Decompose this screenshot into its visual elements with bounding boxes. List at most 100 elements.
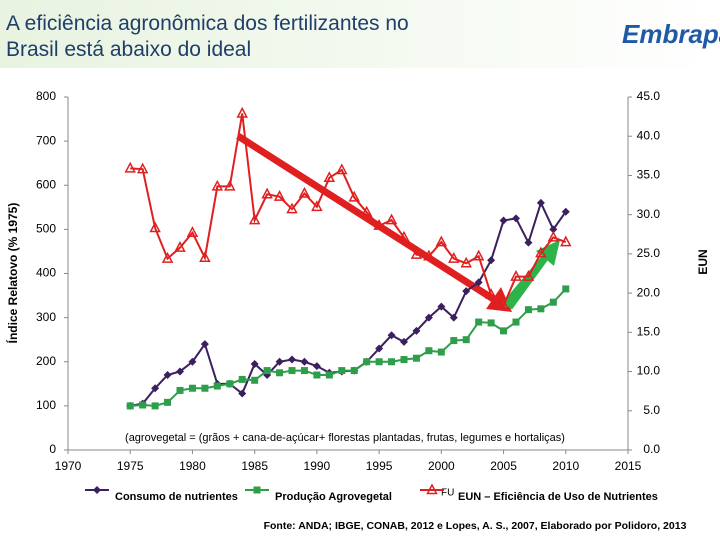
point — [424, 313, 433, 322]
point — [500, 327, 508, 335]
point — [435, 235, 448, 247]
point — [126, 402, 134, 410]
y-tick-label: 400 — [36, 266, 56, 280]
x-tick-label: 1975 — [117, 459, 144, 473]
point — [437, 302, 446, 311]
point — [300, 367, 308, 375]
point — [535, 246, 547, 258]
point — [549, 298, 557, 306]
y-tick-label: 700 — [36, 133, 56, 147]
legend-label: Consumo de nutrientes — [115, 491, 238, 503]
point — [311, 200, 323, 212]
point — [188, 384, 196, 392]
point — [426, 483, 438, 495]
title-line: Brasil está abaixo do ideal — [6, 38, 251, 61]
annotation: (agrovegetal = (grãos + cana-de-açúcar+ … — [125, 432, 565, 444]
y2-tick-label: 10.0 — [637, 364, 661, 378]
y-tick-label: 0 — [49, 442, 56, 456]
point — [350, 367, 358, 375]
point — [312, 362, 321, 371]
y2-tick-label: 20.0 — [637, 285, 661, 299]
source: Fonte: ANDA; IBGE, CONAB, 2012 e Lopes, … — [264, 520, 687, 532]
point — [400, 337, 408, 346]
y2-tick-label: 45.0 — [637, 89, 661, 103]
point — [188, 357, 197, 366]
point — [348, 190, 360, 202]
point — [238, 389, 247, 398]
point — [325, 371, 333, 379]
point — [400, 356, 408, 364]
y-tick-label: 200 — [36, 354, 56, 368]
point — [562, 285, 570, 293]
y-tick-label: 800 — [36, 89, 56, 103]
point — [238, 375, 246, 383]
point — [549, 225, 558, 234]
y2-tick-label: 25.0 — [637, 246, 661, 260]
point — [338, 367, 346, 375]
point — [273, 190, 286, 201]
point — [512, 318, 520, 326]
point — [288, 367, 296, 375]
point — [536, 198, 545, 207]
point — [385, 213, 398, 225]
title-line: A eficiência agronômica dos fertilizante… — [6, 12, 409, 35]
point — [475, 318, 483, 326]
x-tick-label: 2000 — [428, 459, 455, 473]
point — [487, 256, 496, 265]
point — [136, 162, 149, 174]
x-tick-label: 1985 — [241, 459, 268, 473]
point — [323, 171, 336, 183]
x-tick-label: 2015 — [615, 459, 642, 473]
point — [388, 358, 396, 366]
point — [300, 357, 309, 366]
point — [276, 369, 284, 377]
point — [263, 367, 271, 375]
x-tick-label: 1980 — [179, 459, 206, 473]
point — [186, 226, 199, 237]
y-tick-label: 500 — [36, 222, 56, 236]
series-line — [130, 113, 567, 308]
point — [199, 251, 211, 263]
point — [176, 367, 184, 376]
legend-label: Produção Agrovegetal — [275, 491, 392, 503]
point — [497, 299, 510, 310]
point — [151, 402, 159, 410]
point — [151, 384, 160, 393]
point — [460, 256, 472, 268]
y2-tick-label: 30.0 — [637, 207, 661, 221]
y-tick-label: 600 — [36, 177, 56, 191]
point — [93, 486, 101, 494]
point — [462, 287, 471, 296]
point — [547, 230, 560, 242]
point — [561, 207, 570, 216]
point — [124, 161, 136, 173]
point — [560, 235, 572, 247]
point — [288, 355, 296, 364]
point — [200, 340, 209, 349]
point — [499, 216, 508, 225]
point — [149, 221, 161, 233]
logo: Embrapa — [622, 19, 720, 49]
point — [437, 348, 445, 356]
legend-marker-label: FU — [441, 488, 454, 499]
legend-label: EUN – Eficiência de Uso de Nutrientes — [458, 491, 658, 503]
y-tick-label: 300 — [36, 310, 56, 324]
point — [448, 251, 460, 263]
point — [164, 398, 172, 406]
point — [462, 336, 470, 344]
point — [250, 359, 259, 368]
point — [474, 278, 483, 287]
point — [248, 213, 261, 225]
point — [522, 270, 535, 281]
x-tick-label: 2010 — [552, 459, 579, 473]
x-tick-label: 2005 — [490, 459, 517, 473]
point — [163, 370, 172, 379]
point — [275, 357, 284, 366]
point — [512, 214, 520, 223]
point — [253, 486, 261, 494]
point — [375, 358, 383, 366]
point — [336, 163, 348, 175]
point — [375, 344, 384, 353]
x-tick-label: 1995 — [366, 459, 393, 473]
